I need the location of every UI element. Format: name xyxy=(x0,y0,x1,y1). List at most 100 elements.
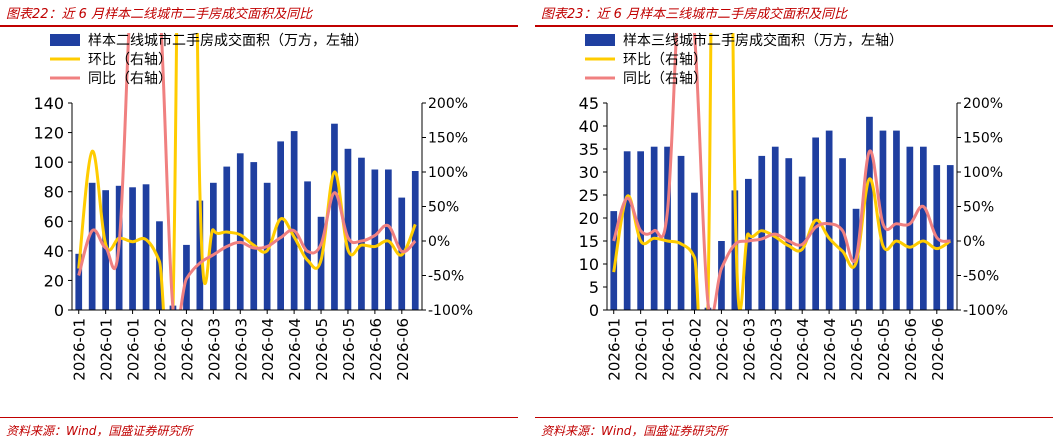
bar xyxy=(785,158,793,310)
bar xyxy=(88,182,96,310)
title-divider xyxy=(535,25,1053,27)
right-tick-label: 100% xyxy=(428,165,468,181)
legend-swatch-bar xyxy=(50,34,80,46)
bar xyxy=(610,211,618,310)
x-tick-label: 2026-04 xyxy=(794,318,812,381)
x-tick-label: 2026-04 xyxy=(821,318,839,381)
chart-svg: 0 5 10 15 20 25 30 35 40 45 -100% -50% 0% 50% 100% 150%… xyxy=(579,32,1008,381)
x-tick-label: 2026-03 xyxy=(232,318,250,381)
left-tick-label: 0 xyxy=(589,301,599,320)
bar xyxy=(691,192,698,310)
right-tick-label: 100% xyxy=(963,165,1003,181)
bar xyxy=(650,146,658,310)
bar xyxy=(277,141,284,310)
legend-label: 同比（右轴） xyxy=(623,71,707,87)
right-tick-label: -50% xyxy=(963,269,999,285)
right-tick-label: 200% xyxy=(963,96,1003,112)
bar xyxy=(196,200,204,310)
x-tick-label: 2026-02 xyxy=(687,318,705,381)
left-tick-label: 80 xyxy=(44,183,64,202)
bar xyxy=(677,155,685,310)
x-tick-label: 2026-01 xyxy=(125,318,143,381)
legend-label: 环比（右轴） xyxy=(88,52,172,68)
x-tick-label: 2026-03 xyxy=(740,318,758,381)
right-tick-label: 0% xyxy=(963,234,985,250)
right-tick-label: 150% xyxy=(963,131,1003,147)
x-tick-label: 2026-01 xyxy=(660,318,678,381)
bar xyxy=(75,253,83,310)
bar xyxy=(129,187,136,310)
right-tick-label: -50% xyxy=(428,269,464,285)
left-tick-label: 0 xyxy=(54,301,64,320)
x-tick-label: 2026-01 xyxy=(606,318,624,381)
x-tick-label: 2026-01 xyxy=(71,318,89,381)
bar xyxy=(210,182,217,310)
x-tick-label: 2026-06 xyxy=(929,318,947,381)
x-tick-label: 2026-06 xyxy=(902,318,920,381)
figure-title: 图表23：近 6 月样本三线城市二手房成交面积及同比 xyxy=(541,7,848,22)
right-tick-label: 150% xyxy=(428,131,468,147)
footer-divider xyxy=(0,417,518,418)
x-tick-label: 2026-04 xyxy=(259,318,277,381)
left-tick-label: 5 xyxy=(589,278,599,297)
legend-label: 同比（右轴） xyxy=(88,71,172,87)
mom-series-line xyxy=(612,33,952,310)
title-divider xyxy=(0,25,518,27)
left-tick-label: 120 xyxy=(33,124,64,143)
x-tick-label: 2026-03 xyxy=(205,318,223,381)
bar xyxy=(236,153,244,310)
bar xyxy=(718,241,725,310)
bar xyxy=(344,148,352,310)
bar xyxy=(745,178,752,310)
x-tick-label: 2026-02 xyxy=(713,318,731,381)
chart-panel-second-tier: 图表22：近 6 月样本二线城市二手房成交面积及同比 0 20 40 60 80 100 1… xyxy=(0,0,520,443)
bar xyxy=(771,146,779,310)
source-note: 资料来源：Wind，国盛证券研究所 xyxy=(541,424,728,438)
left-tick-label: 60 xyxy=(44,212,64,231)
legend-swatch-bar xyxy=(585,34,615,46)
left-tick-label: 25 xyxy=(579,186,599,205)
x-tick-label: 2026-05 xyxy=(875,318,893,381)
source-note: 资料来源：Wind，国盛证券研究所 xyxy=(6,424,193,438)
bar xyxy=(906,146,914,310)
x-tick-label: 2026-06 xyxy=(394,318,412,381)
x-tick-label: 2026-02 xyxy=(178,318,196,381)
figure-title: 图表22：近 6 月样本二线城市二手房成交面积及同比 xyxy=(6,7,313,22)
bar xyxy=(371,169,379,310)
x-tick-label: 2026-03 xyxy=(767,318,785,381)
x-tick-label: 2026-04 xyxy=(286,318,304,381)
bar xyxy=(825,130,833,310)
left-tick-label: 10 xyxy=(579,255,599,274)
footer-divider xyxy=(535,417,1053,418)
left-tick-label: 20 xyxy=(44,271,64,290)
left-tick-label: 100 xyxy=(33,153,64,172)
legend-label: 样本二线城市二手房成交面积（万方，左轴） xyxy=(88,32,368,49)
x-tick-label: 2026-05 xyxy=(313,318,331,381)
left-tick-label: 20 xyxy=(579,209,599,228)
right-tick-label: 200% xyxy=(428,96,468,112)
left-tick-label: 35 xyxy=(579,140,599,159)
bar xyxy=(623,151,631,310)
x-tick-label: 2026-01 xyxy=(633,318,651,381)
x-tick-label: 2026-05 xyxy=(848,318,866,381)
left-tick-label: 45 xyxy=(579,94,599,113)
right-tick-label: 0% xyxy=(428,234,450,250)
right-tick-label: -100% xyxy=(963,303,1008,319)
bar xyxy=(250,162,258,310)
bar xyxy=(866,116,873,310)
bar xyxy=(839,158,846,310)
right-tick-label: 50% xyxy=(428,200,459,216)
yoy-series-line xyxy=(612,33,951,310)
bar xyxy=(920,146,927,310)
legend-label: 样本三线城市二手房成交面积（万方，左轴） xyxy=(623,32,903,49)
left-tick-label: 30 xyxy=(579,163,599,182)
right-tick-label: -100% xyxy=(428,303,473,319)
left-tick-label: 15 xyxy=(579,232,599,251)
left-tick-label: 140 xyxy=(33,94,64,113)
bar xyxy=(304,181,311,310)
bar xyxy=(331,123,338,310)
legend-label: 环比（右轴） xyxy=(623,52,707,68)
bar xyxy=(358,157,365,310)
bar xyxy=(142,184,150,310)
x-tick-label: 2026-06 xyxy=(367,318,385,381)
